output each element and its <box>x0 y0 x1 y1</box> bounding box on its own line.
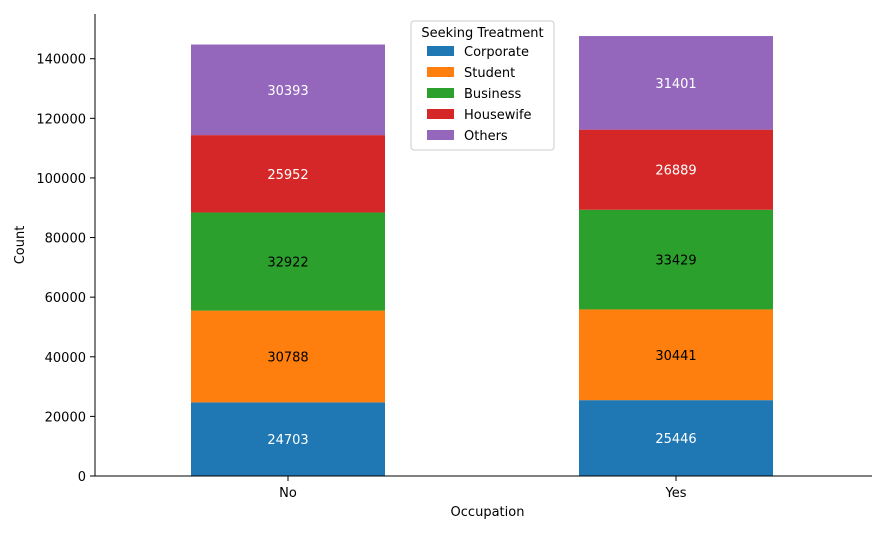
bars-group <box>191 36 773 476</box>
y-tick-label: 120000 <box>36 112 86 127</box>
legend-swatch-others <box>427 130 454 140</box>
bar-others-no <box>191 44 385 136</box>
legend-items: Corporate Student Business Housewife Others <box>427 45 532 144</box>
legend-swatch-corporate <box>427 46 454 56</box>
bar-business-no <box>191 212 385 311</box>
bar-corporate-yes <box>579 400 773 476</box>
y-tick-label: 0 <box>78 470 86 485</box>
data-label-student-yes: 30441 <box>655 349 696 364</box>
bar-business-yes <box>579 209 773 310</box>
x-tick-label: No <box>279 486 297 501</box>
legend: Seeking Treatment Corporate Student Busine… <box>410 20 555 151</box>
data-label-business-yes: 33429 <box>655 254 696 269</box>
data-label-corporate-no: 24703 <box>267 433 308 448</box>
legend-label-business: Business <box>464 87 522 102</box>
legend-label-housewife: Housewife <box>464 108 532 123</box>
x-axis-label: Occupation <box>451 505 525 520</box>
x-tick-label: Yes <box>665 486 687 501</box>
data-label-business-no: 32922 <box>267 256 308 271</box>
y-tick-label: 40000 <box>45 351 86 366</box>
legend-label-student: Student <box>464 66 515 81</box>
y-ticks-group: 0 20000 40000 60000 80000 100000 120000 140000 <box>36 53 95 485</box>
data-label-corporate-yes: 25446 <box>655 432 696 447</box>
legend-swatch-business <box>427 88 454 98</box>
bar-student-yes <box>579 309 773 401</box>
bar-others-yes <box>579 36 773 130</box>
bar-housewife-yes <box>579 129 773 210</box>
data-label-student-no: 30788 <box>267 350 308 365</box>
y-axis-label: Count <box>13 226 28 265</box>
x-ticks-group: No Yes <box>279 476 687 501</box>
y-tick-label: 100000 <box>36 172 86 187</box>
y-tick-label: 20000 <box>45 410 86 425</box>
legend-swatch-student <box>427 67 454 77</box>
legend-title: Seeking Treatment <box>421 26 543 41</box>
legend-label-others: Others <box>464 129 508 144</box>
legend-label-corporate: Corporate <box>464 45 529 60</box>
axes-group <box>94 14 872 477</box>
data-label-others-yes: 31401 <box>655 77 696 92</box>
y-tick-label: 80000 <box>45 232 86 247</box>
data-label-housewife-no: 25952 <box>267 168 308 183</box>
y-tick-label: 140000 <box>36 53 86 68</box>
bar-housewife-no <box>191 135 385 213</box>
legend-swatch-housewife <box>427 109 454 119</box>
y-tick-label: 60000 <box>45 291 86 306</box>
data-label-housewife-yes: 26889 <box>655 164 696 179</box>
bar-student-no <box>191 310 385 403</box>
data-label-others-no: 30393 <box>267 84 308 99</box>
bar-labels-group: 24703 30788 32922 25952 30393 25446 30441 33429… <box>267 77 696 448</box>
bar-corporate-no <box>191 402 385 476</box>
